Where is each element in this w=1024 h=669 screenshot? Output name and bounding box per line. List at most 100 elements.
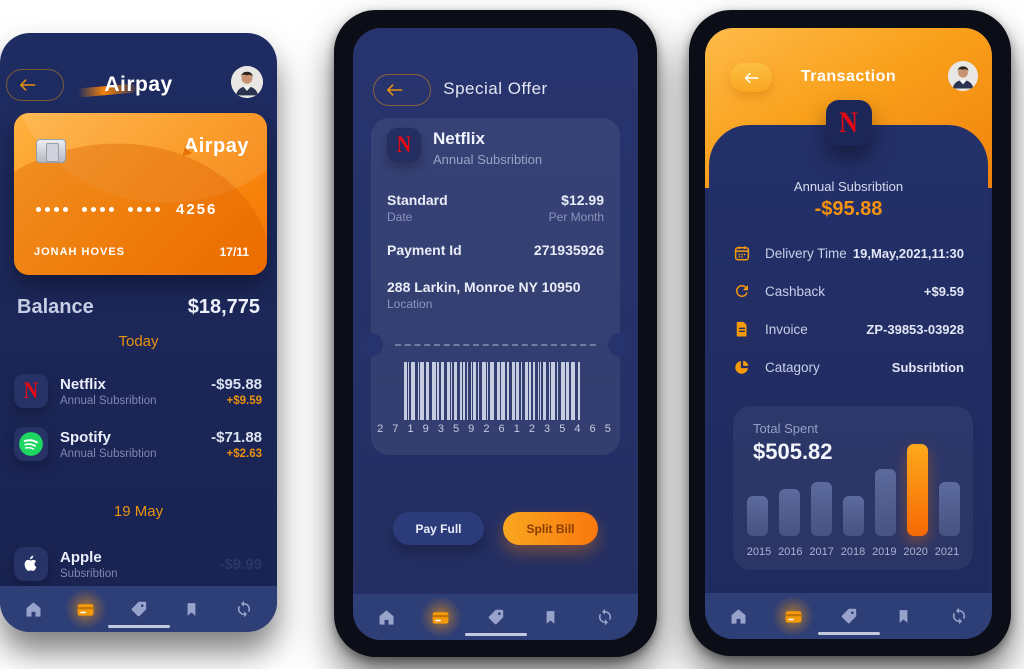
chart-tick-label: 2018	[840, 546, 866, 558]
phone-special-offer: Special Offer N Netflix Annual Subsribti…	[353, 28, 638, 640]
back-button[interactable]	[730, 63, 772, 92]
perforation-line	[395, 344, 596, 346]
barcode-digits: 2 7 1 9 3 5 9 2 6 1 2 3 5 4 6 5	[377, 423, 614, 435]
page-title: Special Offer	[443, 79, 548, 98]
back-arrow-icon	[386, 84, 403, 96]
cashback: +$9.59	[226, 394, 263, 407]
back-button[interactable]	[373, 74, 431, 106]
ticket-notch	[359, 333, 383, 357]
home-icon[interactable]	[369, 600, 403, 634]
detail-row: Delivery Time 19,May,2021,11:30	[733, 242, 964, 264]
payment-id-label: Payment Id	[387, 242, 462, 258]
refresh-icon[interactable]	[588, 600, 622, 634]
chart-bar-2021	[938, 482, 960, 536]
amount: -$71.88	[211, 428, 262, 446]
bookmark-icon[interactable]	[174, 592, 208, 626]
chart-bar-2017	[810, 482, 832, 536]
bottom-nav	[353, 594, 638, 640]
credit-card[interactable]: Airpay 4256 JONAH HOVES 17/11	[14, 113, 267, 275]
chart-bars	[746, 436, 960, 536]
tag-icon[interactable]	[832, 599, 866, 633]
avatar[interactable]	[948, 61, 978, 91]
card-number: 4256	[36, 201, 217, 218]
chart-bar-2016	[778, 489, 800, 536]
section-date: Today	[118, 333, 159, 350]
transaction-row-spotify[interactable]: Spotify Annual Subsribtion -$71.88 +$2.6…	[14, 425, 262, 463]
chart-bar-2015	[746, 496, 768, 536]
chart-tick-label: 2021	[934, 546, 960, 558]
address: 288 Larkin, Monroe NY 10950	[387, 279, 581, 295]
detail-row: Cashback +$9.59	[733, 280, 964, 302]
page-title: Transaction	[800, 68, 897, 85]
phone-transaction: Transaction N Annual Subsribtion -$95.88…	[705, 28, 992, 639]
merchant-name: Netflix	[433, 129, 485, 148]
page-title: Airpay	[0, 73, 277, 98]
cashback: +$2.63	[226, 447, 263, 460]
home-indicator	[817, 631, 880, 635]
balance-row: Balance $18,775	[17, 296, 260, 319]
chart-bar-2019	[874, 469, 896, 536]
location-row: 288 Larkin, Monroe NY 10950 Location	[387, 279, 604, 311]
plan-sub: Date	[387, 210, 413, 224]
card-last-digits: 4256	[176, 201, 218, 218]
chart-labels: 2015 2016 2017 2018 2019 2020 2021	[746, 546, 960, 558]
avatar[interactable]	[231, 66, 263, 98]
total-spent-value: $505.82	[753, 439, 833, 464]
total-spent-card: Total Spent $505.82 2015 2016 2017 2018 2019…	[733, 406, 973, 570]
total-spent-label: Total Spent	[753, 421, 819, 436]
price: $12.99	[561, 192, 604, 208]
card-expiry: 17/11	[219, 245, 249, 259]
split-bill-button[interactable]: Split Bill	[503, 512, 598, 545]
home-icon[interactable]	[721, 599, 755, 633]
chart-bar-2020	[906, 444, 928, 536]
chart-tick-label: 2016	[778, 546, 803, 558]
back-arrow-icon	[744, 72, 758, 83]
barcode	[404, 362, 587, 420]
transaction-amount: -$95.88	[814, 198, 883, 220]
bookmark-icon[interactable]	[887, 599, 921, 633]
refresh-icon[interactable]	[942, 599, 976, 633]
transaction-row-apple[interactable]: Apple Subsribtion -$9.99	[14, 545, 262, 583]
back-arrow-icon	[19, 79, 36, 91]
apple-icon	[14, 547, 48, 581]
invoice-icon	[736, 321, 747, 337]
bottom-nav	[0, 586, 277, 632]
tag-icon[interactable]	[122, 592, 156, 626]
chart-tick-label: 2015	[746, 546, 772, 558]
payment-id-row: Payment Id 271935926	[387, 242, 604, 258]
section-date: 19 May	[113, 503, 164, 520]
pay-full-button[interactable]: Pay Full	[393, 512, 484, 545]
cashback-icon	[735, 285, 748, 297]
tag-icon[interactable]	[479, 600, 513, 634]
content-sheet	[709, 125, 988, 639]
wallet-icon[interactable]	[64, 588, 107, 630]
netflix-icon: N	[14, 374, 48, 408]
chart-tick-label: 2017	[809, 546, 834, 558]
amount: -$95.88	[211, 375, 262, 393]
netflix-icon: N	[387, 128, 421, 162]
balance-label: Balance	[17, 296, 94, 318]
card-holder: JONAH HOVES	[34, 246, 126, 258]
back-button[interactable]	[6, 69, 64, 101]
category-icon	[735, 360, 749, 374]
netflix-icon: N	[825, 100, 872, 146]
plan-row: Standard Date $12.99 Per Month	[387, 192, 604, 224]
wallet-icon[interactable]	[419, 596, 462, 638]
merchant-sub: Annual Subsribtion	[433, 152, 543, 167]
card-brand-logo: Airpay	[179, 135, 249, 158]
home-indicator	[107, 624, 170, 628]
balance-value: $18,775	[187, 296, 260, 318]
chart-bar-2018	[842, 496, 864, 536]
payment-id-value: 271935926	[533, 242, 604, 258]
amount: -$9.99	[219, 555, 262, 573]
plan-name: Standard	[387, 192, 448, 208]
ticket-notch	[608, 333, 632, 357]
home-icon[interactable]	[16, 592, 50, 626]
wallet-icon[interactable]	[772, 595, 815, 637]
bottom-nav	[705, 593, 992, 639]
offer-ticket: N Netflix Annual Subsribtion Standard Dat…	[359, 118, 632, 455]
detail-row: Catagory Subsribtion	[733, 356, 964, 378]
bookmark-icon[interactable]	[533, 600, 567, 634]
refresh-icon[interactable]	[227, 592, 261, 626]
transaction-row-netflix[interactable]: N Netflix Annual Subsribtion -$95.88 +$9…	[14, 372, 262, 410]
